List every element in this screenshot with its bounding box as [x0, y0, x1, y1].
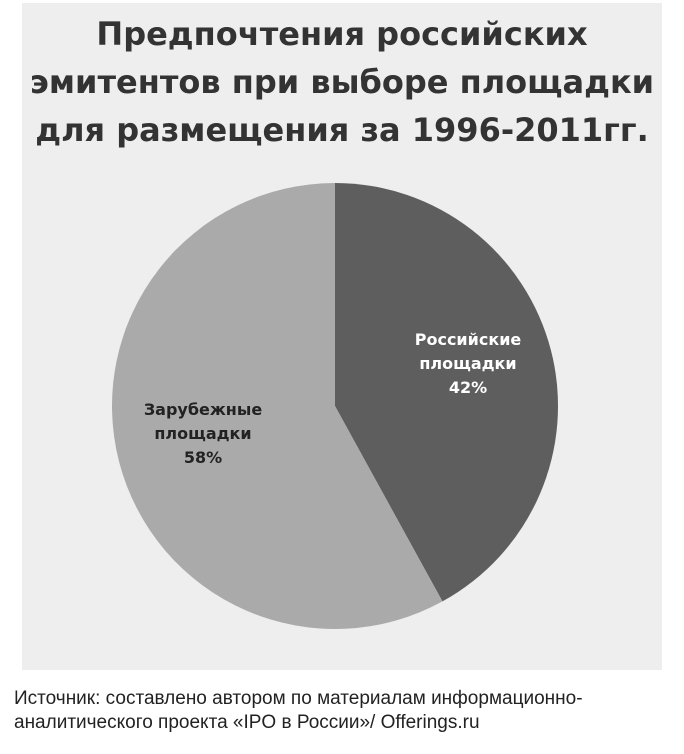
chart-title: Предпочтения российских эмитентов при вы…	[22, 10, 662, 154]
slice-value-russian: 42%	[448, 378, 488, 397]
slice-label-foreign-platforms: Зарубежные площадки 58%	[118, 398, 288, 470]
slice-label-foreign-line-1: Зарубежные	[143, 400, 263, 419]
slice-value-foreign: 58%	[183, 448, 223, 467]
source-note: Источник: составлено автором по материал…	[14, 687, 680, 735]
pie-slices	[112, 183, 559, 629]
source-note-line-2: аналитического проекта «IPO в России»/ O…	[14, 712, 480, 733]
pie-slice-foreign-platforms	[112, 183, 443, 629]
slice-label-russian-platforms: Российские площадки 42%	[393, 328, 543, 400]
slice-label-russian-line-1: Российские	[414, 330, 522, 349]
pie-slice-russian-platforms	[335, 183, 559, 602]
slice-label-russian-line-2: площадки	[419, 354, 517, 373]
chart-title-line-2: эмитентов при выборе площадки	[29, 63, 655, 101]
chart-title-line-3: для размещения за 1996-2011гг.	[35, 111, 649, 149]
slice-label-foreign-line-2: площадки	[154, 424, 252, 443]
source-note-line-1: Источник: составлено автором по материал…	[14, 688, 583, 709]
chart-title-line-1: Предпочтения российских	[96, 15, 588, 53]
